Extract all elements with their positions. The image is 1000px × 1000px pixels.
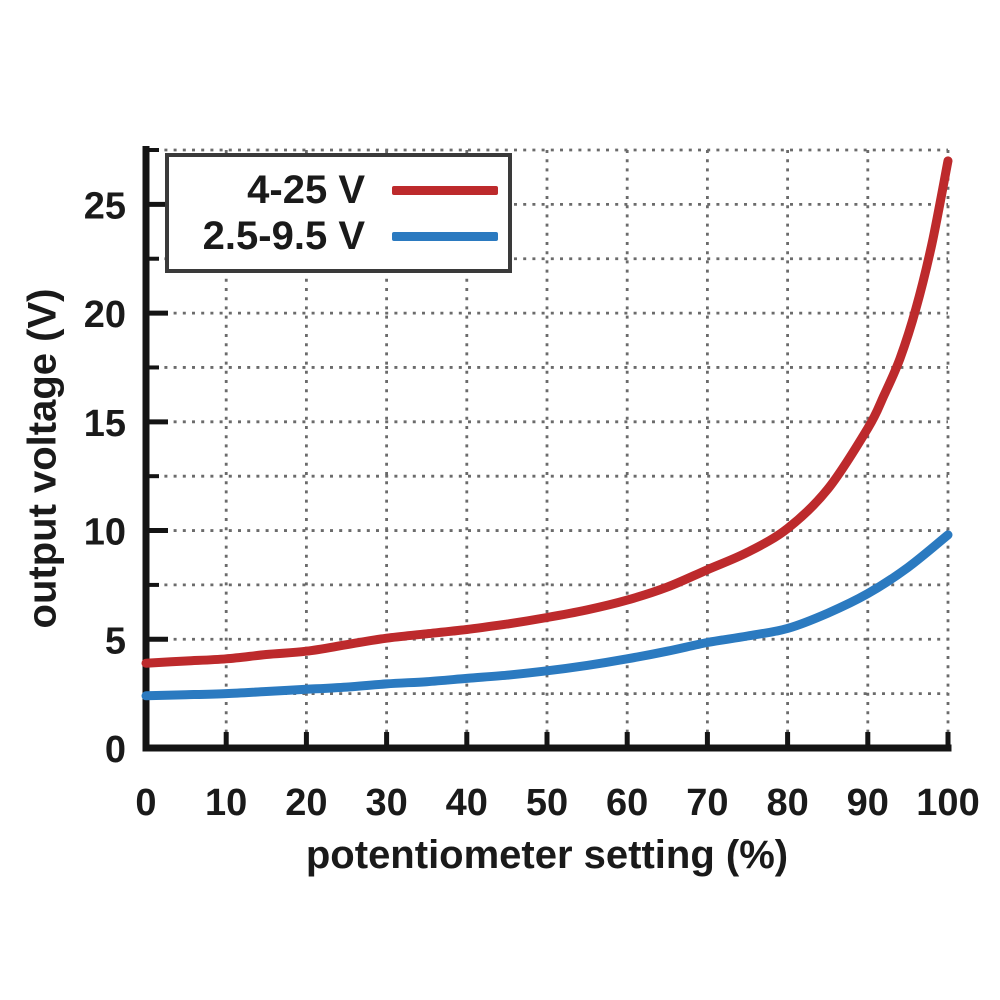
x-tick-label: 10 xyxy=(205,782,247,824)
legend-label: 4-25 V xyxy=(247,168,365,212)
legend-line-sample xyxy=(392,185,498,195)
y-tick-label: 15 xyxy=(84,403,126,445)
x-axis-title: potentiometer setting (%) xyxy=(305,833,789,877)
axes xyxy=(142,146,952,752)
series-line-red xyxy=(141,156,953,668)
x-tick-label: 100 xyxy=(916,782,979,824)
x-tick-label: 70 xyxy=(686,782,728,824)
legend-label: 2.5-9.5 V xyxy=(202,214,365,258)
x-tick-label: 40 xyxy=(446,782,488,824)
series-line-blue xyxy=(141,530,953,701)
x-tick-label: 60 xyxy=(606,782,648,824)
y-tick-label: 5 xyxy=(105,620,126,662)
x-tick-label: 20 xyxy=(285,782,327,824)
tick-labels: 0 10 20 30 40 50 60 70 80 90 100 0 5 10 15 20 25 xyxy=(84,185,980,824)
y-tick-label: 25 xyxy=(84,185,126,227)
x-tick-label: 80 xyxy=(766,782,808,824)
y-tick-label: 0 xyxy=(105,729,126,771)
series-curves xyxy=(141,156,953,701)
y-tick-label: 20 xyxy=(84,294,126,336)
legend-item: 2.5-9.5 V xyxy=(169,215,508,257)
x-tick-label: 50 xyxy=(526,782,568,824)
x-tick-label: 0 xyxy=(135,782,156,824)
x-tick-label: 90 xyxy=(847,782,889,824)
legend-item: 4-25 V xyxy=(169,169,508,211)
legend: 4-25 V 2.5-9.5 V xyxy=(165,153,512,273)
y-tick-label: 10 xyxy=(84,512,126,554)
legend-line-sample xyxy=(392,231,498,241)
x-tick-label: 30 xyxy=(365,782,407,824)
y-axis-title: output voltage (V) xyxy=(20,288,65,629)
